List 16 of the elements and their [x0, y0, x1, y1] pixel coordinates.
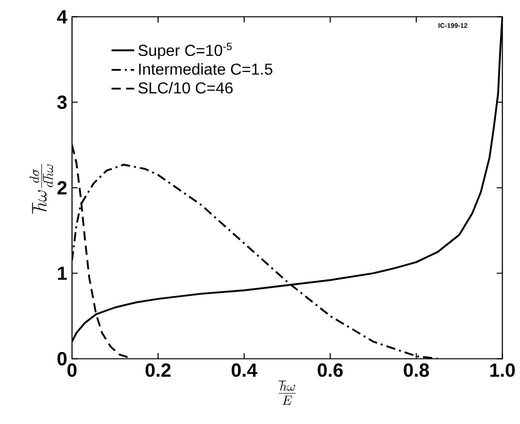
y-tick-label: 3 [57, 95, 67, 109]
x-axis-title: $\frac{\hbar\omega}{E}$ [278, 380, 296, 405]
x-tick-label: 1.0 [490, 363, 515, 377]
legend-label: SLC/10 C=46 [138, 82, 233, 94]
x-tick-label: 0 [67, 363, 77, 377]
legend-label: Intermediate C=1.5 [139, 63, 272, 75]
x-tick-label: 0.4 [232, 363, 258, 377]
y-tick-label: 1 [58, 266, 67, 280]
legend-label: Super C=10$^{-5}$ [138, 42, 232, 60]
y-tick-label: 4 [57, 10, 68, 24]
x-tick-label: 0.2 [146, 363, 171, 377]
y-axis-title: $\hbar\omega\frac{d\sigma}{d\hbar\omega}$ [30, 164, 54, 214]
x-tick-label: 0.6 [318, 363, 343, 377]
y-tick-label: 2 [57, 181, 67, 194]
x-tick-label: 0.8 [404, 363, 429, 377]
y-tick-label: 0 [58, 352, 67, 366]
